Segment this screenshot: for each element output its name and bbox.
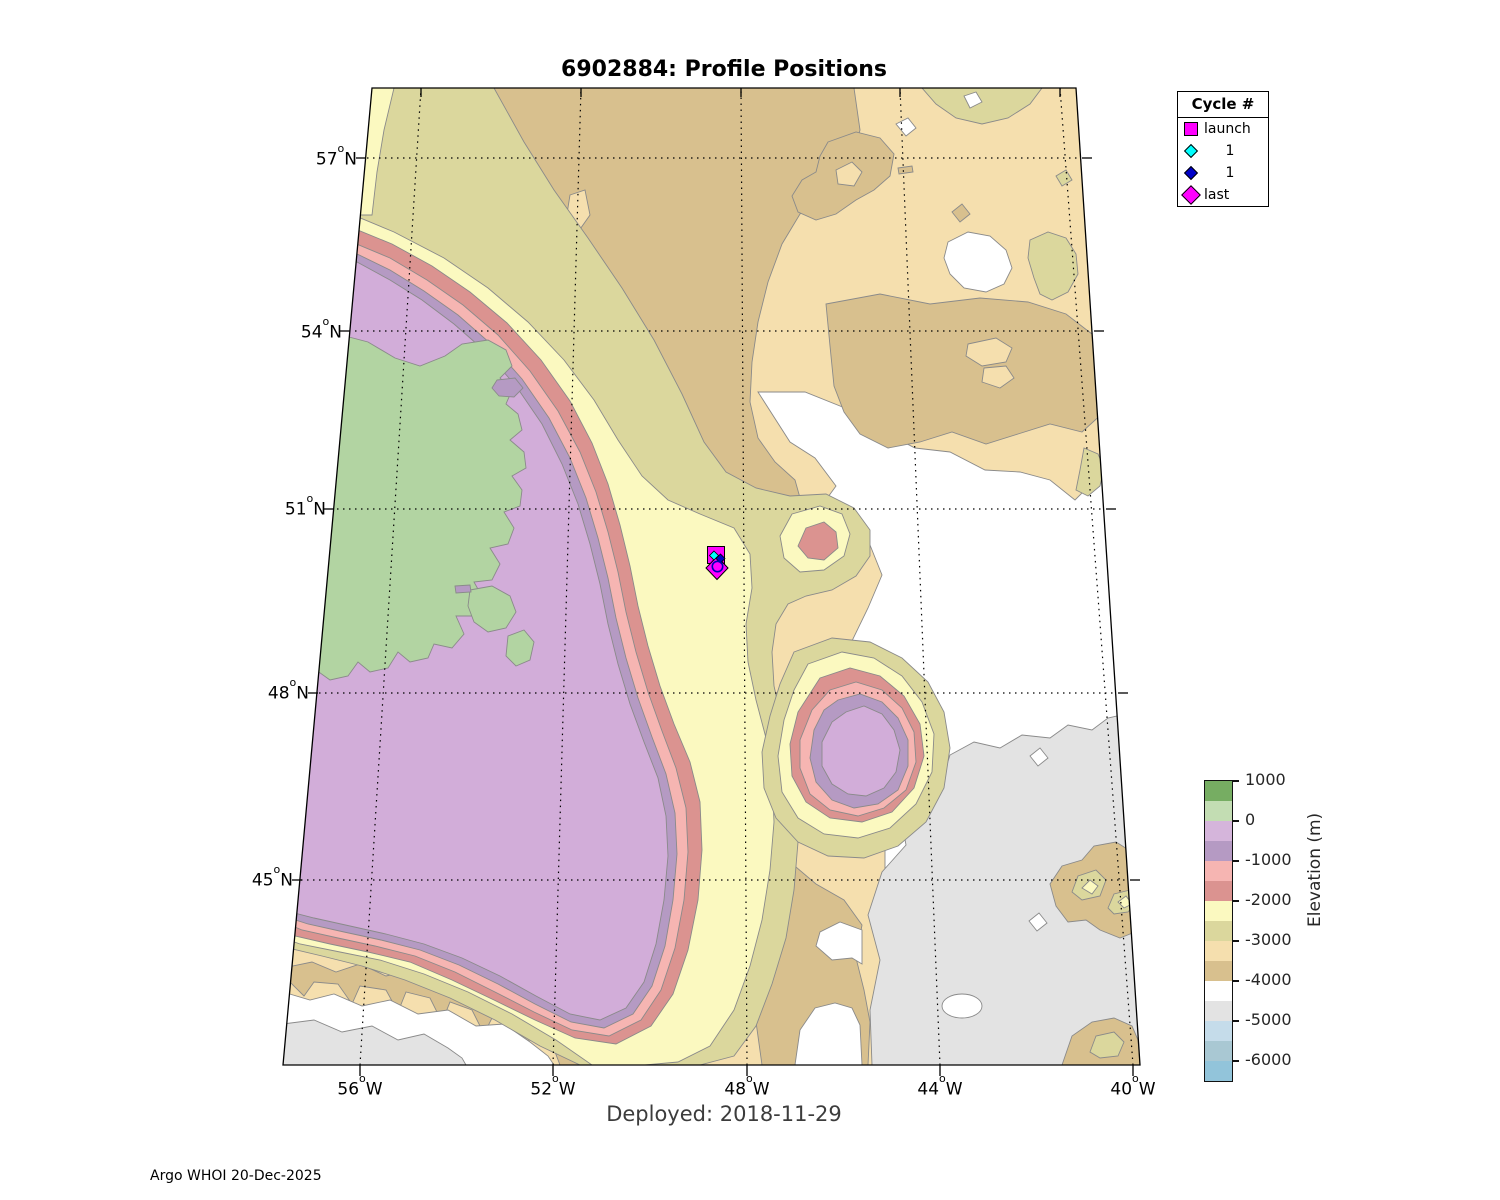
- colorbar-band: [1205, 841, 1232, 861]
- last-diamond-icon: [1178, 185, 1204, 205]
- float-markers: [705, 546, 729, 581]
- colorbar-band: [1205, 881, 1232, 901]
- lon-tick-52w: 52oW: [530, 1072, 576, 1100]
- lat-tick-45n: 45oN: [251, 863, 293, 891]
- khaki-crescent: [1075, 447, 1105, 497]
- credit-label: Argo WHOI 20-Dec-2025: [150, 1168, 322, 1184]
- colorbar-bands: [1204, 780, 1233, 1082]
- legend-title: Cycle #: [1178, 92, 1268, 118]
- legend-item-label: 1: [1225, 143, 1235, 159]
- land-green-finger: [505, 629, 535, 667]
- colorbar-tick-label: -4000: [1245, 970, 1292, 989]
- ring-pink-core: [797, 521, 839, 561]
- lon-tick-56w: 56oW: [337, 1072, 383, 1100]
- colorbar-tick-label: -2000: [1245, 890, 1292, 909]
- legend-item-launch: launch: [1178, 118, 1268, 140]
- tan-band-hole: [981, 365, 1015, 389]
- legend-item-last: last: [1178, 184, 1268, 206]
- colorbar-band: [1205, 981, 1232, 1001]
- cyan-diamond-icon: [1178, 143, 1204, 159]
- page-title: 6902884: Profile Positions: [561, 57, 887, 82]
- colorbar-band: [1205, 861, 1232, 881]
- deployed-label: Deployed: 2018-11-29: [606, 1102, 842, 1126]
- colorbar-tick-label: -1000: [1245, 850, 1292, 869]
- grid-lines: [283, 88, 1140, 1065]
- colorbar-band: [1205, 961, 1232, 981]
- map-border: [282, 87, 1141, 1076]
- legend-item-label: last: [1204, 187, 1230, 203]
- lat-tick-54n: 54oN: [300, 315, 342, 343]
- legend-item-cycle1-cyan: 1: [1178, 140, 1268, 162]
- colorbar-tick-label: 0: [1245, 810, 1256, 829]
- colorbar-band: [1205, 781, 1232, 801]
- white-deep-hole: [1028, 912, 1048, 932]
- map-regions: [283, 88, 1140, 1065]
- colorbar-band: [1205, 921, 1232, 941]
- khaki-crescent: [1027, 231, 1079, 301]
- lon-tick-44w: 44oW: [917, 1072, 963, 1100]
- tan-speck: [897, 165, 914, 175]
- khaki-strip: [921, 88, 1043, 125]
- colorbar-tick-label: -5000: [1245, 1010, 1292, 1029]
- colorbar-tick-label: 1000: [1245, 770, 1286, 789]
- position-circle: [711, 560, 724, 573]
- basin-patch: [454, 584, 472, 594]
- colorbar-band: [1205, 1041, 1232, 1061]
- legend-item-label: launch: [1204, 121, 1251, 137]
- legend-item-cycle1-blue: 1: [1178, 162, 1268, 184]
- white-hole: [963, 91, 983, 109]
- colorbar-band: [1205, 801, 1232, 821]
- colorbar-tick-mark: [1232, 940, 1239, 942]
- colorbar-tick-mark: [1232, 820, 1239, 822]
- colorbar-band: [1205, 1001, 1232, 1021]
- colorbar-band: [1205, 901, 1232, 921]
- lat-tick-57n: 57oN: [315, 142, 357, 170]
- colorbar-tick-mark: [1232, 980, 1239, 982]
- colorbar-band: [1205, 1021, 1232, 1041]
- colorbar-tick-mark: [1232, 1060, 1239, 1062]
- blue-diamond-icon: [1178, 165, 1204, 181]
- khaki-speck: [1055, 169, 1073, 187]
- corner-grey: [283, 1019, 467, 1065]
- colorbar-band: [1205, 941, 1232, 961]
- land-green-finger: [467, 585, 517, 633]
- lat-tick-51n: 51oN: [284, 492, 326, 520]
- colorbar-axis-label: Elevation (m): [1305, 812, 1325, 927]
- land-green-main: [283, 331, 527, 689]
- land-green-wedge: [283, 289, 349, 325]
- lat-tick-48n: 48oN: [267, 676, 309, 704]
- colorbar-tick-mark: [1232, 860, 1239, 862]
- lon-tick-48w: 48oW: [724, 1072, 770, 1100]
- white-hole: [943, 231, 1013, 293]
- last-marker: [705, 555, 729, 581]
- tan-speck: [951, 203, 971, 223]
- island-core: [1089, 1031, 1125, 1059]
- white-channel: [815, 921, 863, 965]
- tan-band-hole: [965, 337, 1013, 367]
- tan-band-right: [825, 293, 1105, 449]
- island-core: [1081, 879, 1099, 895]
- launch-square-icon: [1178, 122, 1204, 136]
- colorbar-band: [1205, 821, 1232, 841]
- colorbar-tick-mark: [1232, 900, 1239, 902]
- colorbar-tick-mark: [1232, 780, 1239, 782]
- colorbar-tick-mark: [1232, 1020, 1239, 1022]
- colorbar-tick-label: -3000: [1245, 930, 1292, 949]
- colorbar-band: [1205, 1061, 1232, 1081]
- white-deep-hole: [1029, 747, 1049, 767]
- white-deep-hole: [941, 993, 983, 1019]
- legend: Cycle # launch 1 1 last: [1177, 91, 1269, 207]
- seamount-core: [821, 705, 901, 797]
- basin-patch: [491, 377, 524, 398]
- lon-tick-40w: 40oW: [1110, 1072, 1156, 1100]
- legend-item-label: 1: [1225, 165, 1235, 181]
- tan-blob-hole: [835, 161, 863, 187]
- colorbar-tick-label: -6000: [1245, 1050, 1292, 1069]
- white-channel: [794, 1002, 863, 1065]
